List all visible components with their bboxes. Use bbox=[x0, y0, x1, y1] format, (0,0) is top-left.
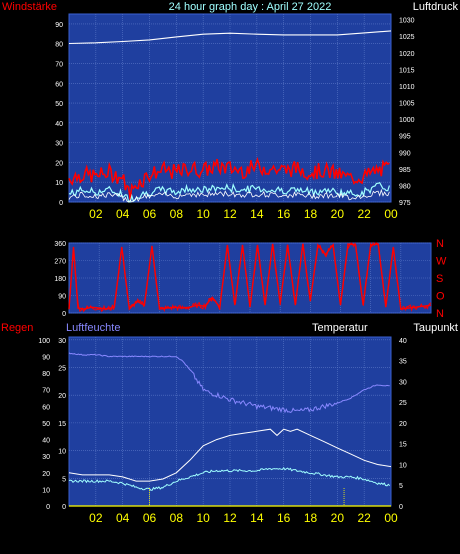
panel3-right-tick-label: 40 bbox=[399, 338, 407, 345]
x-tick-label: 02 bbox=[89, 511, 103, 525]
panel1-right-tick-label: 980 bbox=[399, 183, 411, 190]
panel3-right-tick-label: 15 bbox=[399, 442, 407, 449]
x-tick-label: 08 bbox=[170, 511, 184, 525]
panel3-luftfeuchte-tick-label: 50 bbox=[42, 421, 50, 428]
panel2-left-tick-label: 360 bbox=[54, 241, 66, 248]
x-tick-label: 00 bbox=[384, 207, 398, 221]
x-tick-label: 22 bbox=[357, 511, 371, 525]
x-tick-label: 02 bbox=[89, 207, 103, 221]
panel2-direction-label: O bbox=[436, 291, 445, 303]
x-tick-label: 14 bbox=[250, 511, 264, 525]
panel1-right-tick-label: 975 bbox=[399, 200, 411, 207]
panel1-right-tick-label: 1030 bbox=[399, 18, 415, 25]
x-tick-label: 06 bbox=[143, 511, 157, 525]
pressure-series bbox=[68, 30, 392, 45]
panel3-right-tick-label: 20 bbox=[399, 421, 407, 428]
panel3-right-tick-label: 25 bbox=[399, 400, 407, 407]
panel3-regen-tick-label: 25 bbox=[58, 365, 66, 372]
panel1-left-tick-label: 0 bbox=[59, 200, 63, 207]
panel3-right-tick-label: 0 bbox=[399, 504, 403, 511]
panel3-luftfeuchte-tick-label: 60 bbox=[42, 404, 50, 411]
panel3-right-tick-label: 30 bbox=[399, 379, 407, 386]
dewpoint-series bbox=[68, 466, 391, 491]
x-tick-label: 06 bbox=[143, 207, 157, 221]
panel1-left-tick-label: 70 bbox=[55, 61, 63, 68]
x-tick-label: 20 bbox=[331, 511, 345, 525]
panel2-direction-label: N bbox=[436, 238, 444, 250]
panel2-direction-label: N bbox=[436, 308, 444, 320]
x-tick-label: 16 bbox=[277, 511, 291, 525]
regen-axis-title: Regen bbox=[1, 322, 33, 334]
x-tick-label: 08 bbox=[170, 207, 184, 221]
panel1-left-tick-label: 40 bbox=[55, 121, 63, 128]
panel2-direction-label: W bbox=[436, 256, 447, 268]
x-tick-label: 16 bbox=[277, 207, 291, 221]
panel3-luftfeuchte-tick-label: 90 bbox=[42, 354, 50, 361]
x-tick-label: 04 bbox=[116, 511, 130, 525]
x-tick-label: 18 bbox=[304, 207, 318, 221]
x-tick-label: 12 bbox=[223, 207, 237, 221]
panel2-direction-label: S bbox=[436, 273, 443, 285]
x-tick-label: 12 bbox=[223, 511, 237, 525]
x-tick-label: 04 bbox=[116, 207, 130, 221]
taupunkt-axis-title: Taupunkt bbox=[413, 322, 458, 334]
panel3-luftfeuchte-tick-label: 20 bbox=[42, 471, 50, 478]
panel3-regen-tick-label: 15 bbox=[58, 421, 66, 428]
panel3-regen-tick-label: 0 bbox=[62, 504, 66, 511]
wind-gust-series bbox=[68, 156, 390, 200]
x-tick-label: 18 bbox=[304, 511, 318, 525]
chart-title: 24 hour graph day : April 27 2022 bbox=[169, 1, 332, 13]
panel3-luftfeuchte-tick-label: 80 bbox=[42, 371, 50, 378]
panel1-right-tick-label: 1000 bbox=[399, 117, 415, 124]
panel3-regen-tick-label: 30 bbox=[58, 338, 66, 345]
panel2-left-tick-label: 0 bbox=[62, 311, 66, 318]
panel2-left-tick-label: 180 bbox=[54, 276, 66, 283]
panel1-right-tick-label: 985 bbox=[399, 167, 411, 174]
x-tick-label: 00 bbox=[384, 511, 398, 525]
x-tick-label: 14 bbox=[250, 207, 264, 221]
panel1-left-tick-label: 50 bbox=[55, 101, 63, 108]
panel3-regen-tick-label: 10 bbox=[58, 449, 66, 456]
panel3-right-tick-label: 35 bbox=[399, 359, 407, 366]
panel3-luftfeuchte-tick-label: 40 bbox=[42, 438, 50, 445]
panel1-left-tick-label: 80 bbox=[55, 42, 63, 49]
panel3-luftfeuchte-tick-label: 70 bbox=[42, 388, 50, 395]
panel3-luftfeuchte-tick-label: 10 bbox=[42, 487, 50, 494]
panel1-left-tick-label: 30 bbox=[55, 141, 63, 148]
left-axis-title: Windstärke bbox=[2, 1, 57, 13]
luftfeuchte-axis-title: Luftfeuchte bbox=[66, 322, 120, 334]
x-tick-label: 10 bbox=[196, 207, 210, 221]
wind-speed-series bbox=[68, 188, 390, 203]
panel1-left-tick-label: 20 bbox=[55, 160, 63, 167]
panel3-luftfeuchte-tick-label: 100 bbox=[38, 338, 50, 345]
panel3-right-tick-label: 5 bbox=[399, 483, 403, 490]
panel2-left-tick-label: 270 bbox=[54, 259, 66, 266]
x-tick-label: 10 bbox=[196, 511, 210, 525]
humidity-series bbox=[68, 352, 390, 414]
x-tick-label: 22 bbox=[357, 207, 371, 221]
panel1-right-tick-label: 1010 bbox=[399, 84, 415, 91]
panel1-left-tick-label: 10 bbox=[55, 180, 63, 187]
panel1-right-tick-label: 1025 bbox=[399, 34, 415, 41]
panel1-right-tick-label: 1015 bbox=[399, 67, 415, 74]
panel3-regen-tick-label: 20 bbox=[58, 393, 66, 400]
wind-direction-trace bbox=[68, 243, 432, 311]
panel3-right-tick-label: 10 bbox=[399, 462, 407, 469]
panel3-luftfeuchte-tick-label: 0 bbox=[46, 504, 50, 511]
plot-layer: 0102030405060708090975980985990995100010… bbox=[38, 13, 447, 525]
panel3-luftfeuchte-tick-label: 30 bbox=[42, 454, 50, 461]
temperature-series bbox=[68, 428, 392, 482]
panel1-right-tick-label: 990 bbox=[399, 150, 411, 157]
panel1-right-tick-label: 995 bbox=[399, 134, 411, 141]
panel1-right-tick-label: 1020 bbox=[399, 51, 415, 58]
panel1-right-tick-label: 1005 bbox=[399, 101, 415, 108]
panel1-left-tick-label: 90 bbox=[55, 22, 63, 29]
panel3-regen-tick-label: 5 bbox=[62, 476, 66, 483]
right-axis-title: Luftdruck bbox=[413, 1, 459, 13]
temperatur-legend: Temperatur bbox=[312, 322, 368, 334]
x-tick-label: 20 bbox=[331, 207, 345, 221]
panel2-left-tick-label: 90 bbox=[58, 294, 66, 301]
panel1-left-tick-label: 60 bbox=[55, 81, 63, 88]
